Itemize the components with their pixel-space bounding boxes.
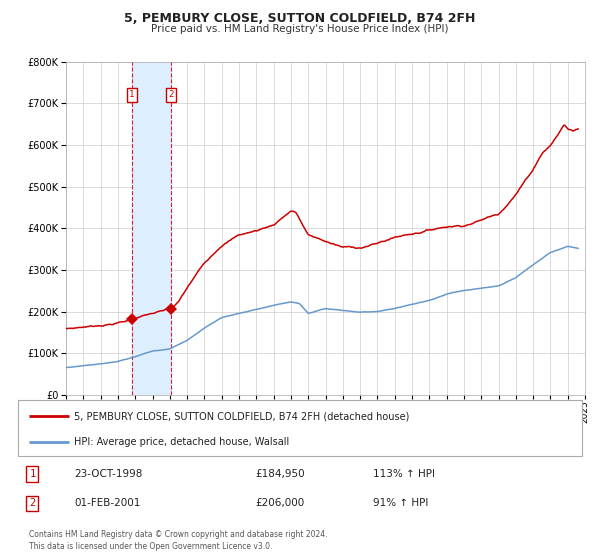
Text: HPI: Average price, detached house, Walsall: HPI: Average price, detached house, Wals… <box>74 437 290 447</box>
Text: 91% ↑ HPI: 91% ↑ HPI <box>373 498 428 508</box>
Text: 1: 1 <box>29 469 35 479</box>
Text: £184,950: £184,950 <box>255 469 305 479</box>
Text: 23-OCT-1998: 23-OCT-1998 <box>74 469 143 479</box>
Text: 2: 2 <box>29 498 35 508</box>
Text: 113% ↑ HPI: 113% ↑ HPI <box>373 469 436 479</box>
Text: 5, PEMBURY CLOSE, SUTTON COLDFIELD, B74 2FH: 5, PEMBURY CLOSE, SUTTON COLDFIELD, B74 … <box>124 12 476 25</box>
FancyBboxPatch shape <box>18 400 582 456</box>
Text: Contains HM Land Registry data © Crown copyright and database right 2024.
This d: Contains HM Land Registry data © Crown c… <box>29 530 328 552</box>
Text: 1: 1 <box>129 90 134 100</box>
Text: 01-FEB-2001: 01-FEB-2001 <box>74 498 141 508</box>
Text: Price paid vs. HM Land Registry's House Price Index (HPI): Price paid vs. HM Land Registry's House … <box>151 24 449 34</box>
Bar <box>132 62 171 395</box>
Text: 5, PEMBURY CLOSE, SUTTON COLDFIELD, B74 2FH (detached house): 5, PEMBURY CLOSE, SUTTON COLDFIELD, B74 … <box>74 411 410 421</box>
Text: £206,000: £206,000 <box>255 498 304 508</box>
Text: 2: 2 <box>169 90 174 100</box>
